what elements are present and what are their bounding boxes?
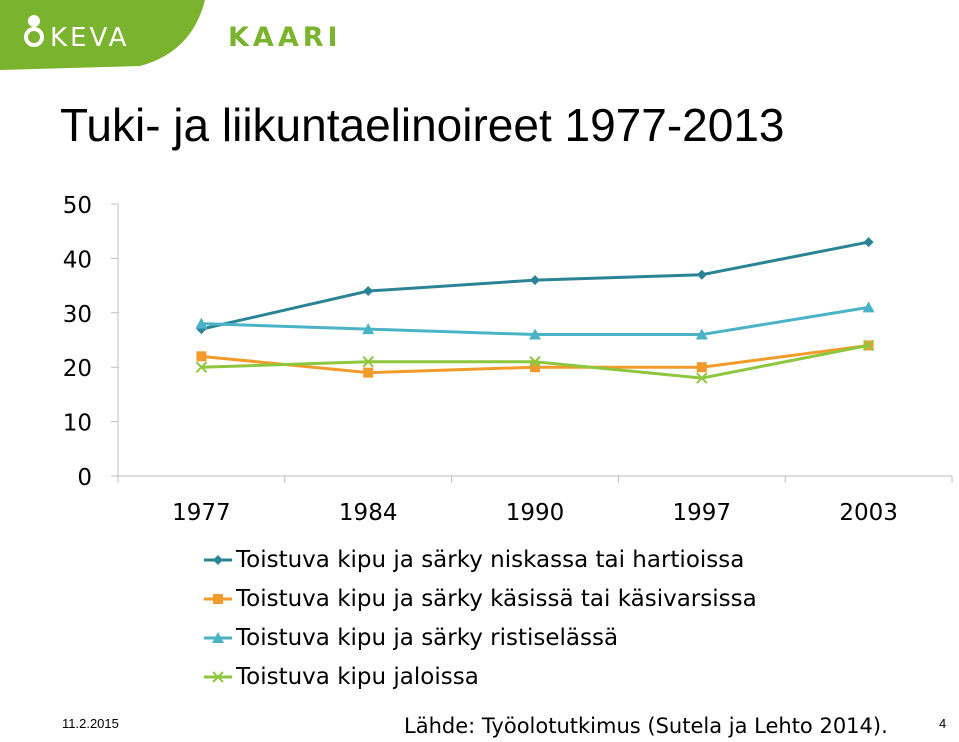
legend-marker-neck — [204, 554, 232, 565]
x-tick-label: 2003 — [839, 500, 898, 526]
legend-marker-lowback — [204, 631, 232, 643]
legend-label-lowback: Toistuva kipu ja särky ristiselässä — [236, 624, 619, 651]
data-point-s3-1984 — [362, 323, 375, 335]
data-point-s4-1977 — [195, 361, 208, 373]
x-tick-label: 1984 — [339, 500, 398, 526]
legend-item-legs: Toistuva kipu jaloissa — [204, 657, 757, 696]
series-line-1 — [201, 240, 869, 331]
data-point-s3-1990 — [529, 328, 541, 340]
data-point-s2-1977 — [196, 351, 207, 362]
data-point-s2-1990 — [530, 362, 540, 373]
keva-logo-banner: KEVA — [0, 0, 205, 70]
legend-label-legs: Toistuva kipu jaloissa — [236, 663, 479, 690]
legend-item-lowback: Toistuva kipu ja särky ristiselässä — [204, 618, 757, 657]
data-point-s4-1990 — [529, 356, 541, 368]
chart-legend: Toistuva kipu ja särky niskassa tai hart… — [204, 540, 757, 696]
source-note: Lähde: Työolotutkimus (Sutela ja Lehto 2… — [404, 714, 888, 738]
y-tick-label: 0 — [77, 465, 92, 491]
slide-date: 11.2.2015 — [62, 716, 119, 731]
data-point-s4-1997 — [696, 372, 708, 384]
data-point-s1-1990 — [530, 275, 540, 286]
line-chart: 0 10 20 30 40 50 1977 1984 1990 1997 2003 — [63, 193, 953, 526]
y-tick-label: 30 — [63, 302, 92, 328]
data-point-s4-2003 — [862, 339, 875, 352]
page-number: 4 — [939, 716, 947, 731]
data-point-s3-2003 — [862, 301, 875, 313]
kaari-logo-text: KAARI — [228, 22, 342, 52]
keva-logo-text: KEVA — [50, 23, 129, 53]
y-tick-label: 10 — [63, 411, 92, 437]
data-point-s2-1984 — [363, 367, 374, 378]
data-point-s2-1997 — [696, 362, 707, 373]
x-tick-label: 1977 — [172, 500, 231, 526]
x-tick-label: 1997 — [673, 500, 732, 526]
data-point-s1-2003 — [863, 237, 874, 248]
y-tick-label: 40 — [63, 247, 92, 273]
keva-person-icon — [24, 15, 44, 47]
data-point-s3-1977 — [195, 317, 208, 329]
legend-label-neck: Toistuva kipu ja särky niskassa tai hart… — [236, 546, 745, 573]
x-tick-label: 1990 — [506, 500, 565, 526]
data-point-s1-1997 — [696, 269, 707, 280]
kaari-logo: KAARI — [228, 22, 342, 52]
legend-item-hands: Toistuva kipu ja särky käsissä tai käsiv… — [204, 579, 757, 618]
y-tick-label: 20 — [63, 356, 92, 382]
y-tick-label: 50 — [63, 193, 92, 219]
legend-label-hands: Toistuva kipu ja särky käsissä tai käsiv… — [236, 585, 757, 612]
data-point-s3-1997 — [695, 328, 708, 340]
legend-marker-hands — [204, 593, 232, 604]
data-point-s1-1984 — [363, 286, 374, 297]
slide-title: Tuki- ja liikuntaelinoireet 1977-2013 — [60, 99, 785, 151]
legend-item-neck: Toistuva kipu ja särky niskassa tai hart… — [204, 540, 757, 579]
legend-marker-legs — [204, 670, 232, 683]
data-point-s4-1984 — [362, 356, 374, 368]
